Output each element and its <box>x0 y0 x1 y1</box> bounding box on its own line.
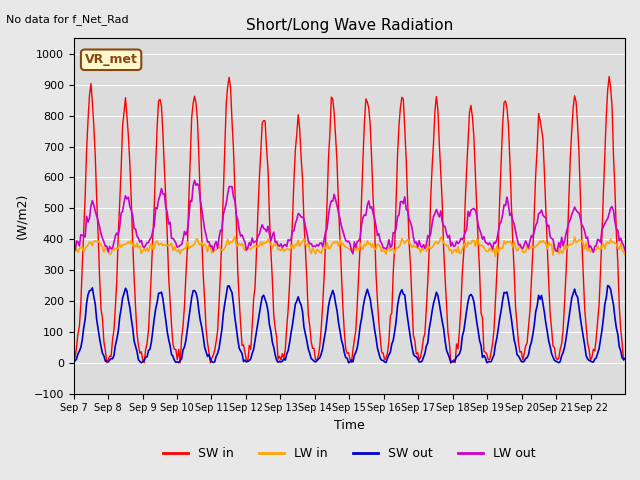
LW out <box>620 242 627 248</box>
LW in <box>464 239 472 245</box>
SW in <box>355 273 362 278</box>
SW in <box>108 354 115 360</box>
Line: LW out: LW out <box>74 180 625 254</box>
LW out <box>356 235 364 241</box>
LW in <box>106 252 113 257</box>
X-axis label: Time: Time <box>334 419 365 432</box>
LW in <box>548 241 556 247</box>
LW in <box>492 254 499 260</box>
SW in <box>605 73 613 79</box>
LW out <box>88 198 96 204</box>
SW in <box>547 311 554 316</box>
LW in <box>620 249 627 254</box>
LW out <box>70 246 77 252</box>
LW in <box>621 252 629 258</box>
SW out <box>70 359 77 365</box>
LW out <box>548 236 556 241</box>
LW out <box>466 213 474 219</box>
Text: VR_met: VR_met <box>84 53 138 66</box>
SW in <box>88 99 96 105</box>
LW in <box>355 248 362 253</box>
SW in <box>620 358 627 363</box>
SW out <box>604 283 612 288</box>
SW out <box>620 357 627 362</box>
SW in <box>464 138 472 144</box>
SW out <box>138 360 145 366</box>
SW out <box>88 285 96 291</box>
SW out <box>106 358 113 363</box>
Legend: SW in, LW in, SW out, LW out: SW in, LW in, SW out, LW out <box>159 443 540 466</box>
LW out <box>621 247 629 253</box>
SW out <box>355 336 362 341</box>
LW out <box>106 244 113 250</box>
Line: SW out: SW out <box>74 286 625 363</box>
Y-axis label: (W/m2): (W/m2) <box>15 193 28 239</box>
SW in <box>70 357 77 362</box>
SW out <box>547 344 554 349</box>
LW out <box>349 251 356 257</box>
LW in <box>88 243 96 249</box>
Line: SW in: SW in <box>74 76 625 363</box>
LW out <box>191 178 198 183</box>
SW in <box>103 360 111 366</box>
SW out <box>464 299 472 304</box>
Line: LW in: LW in <box>74 237 625 257</box>
SW out <box>621 355 629 361</box>
Title: Short/Long Wave Radiation: Short/Long Wave Radiation <box>246 18 453 33</box>
SW in <box>621 356 629 361</box>
LW in <box>231 234 239 240</box>
Text: No data for f_Net_Rad: No data for f_Net_Rad <box>6 14 129 25</box>
LW in <box>70 250 77 256</box>
